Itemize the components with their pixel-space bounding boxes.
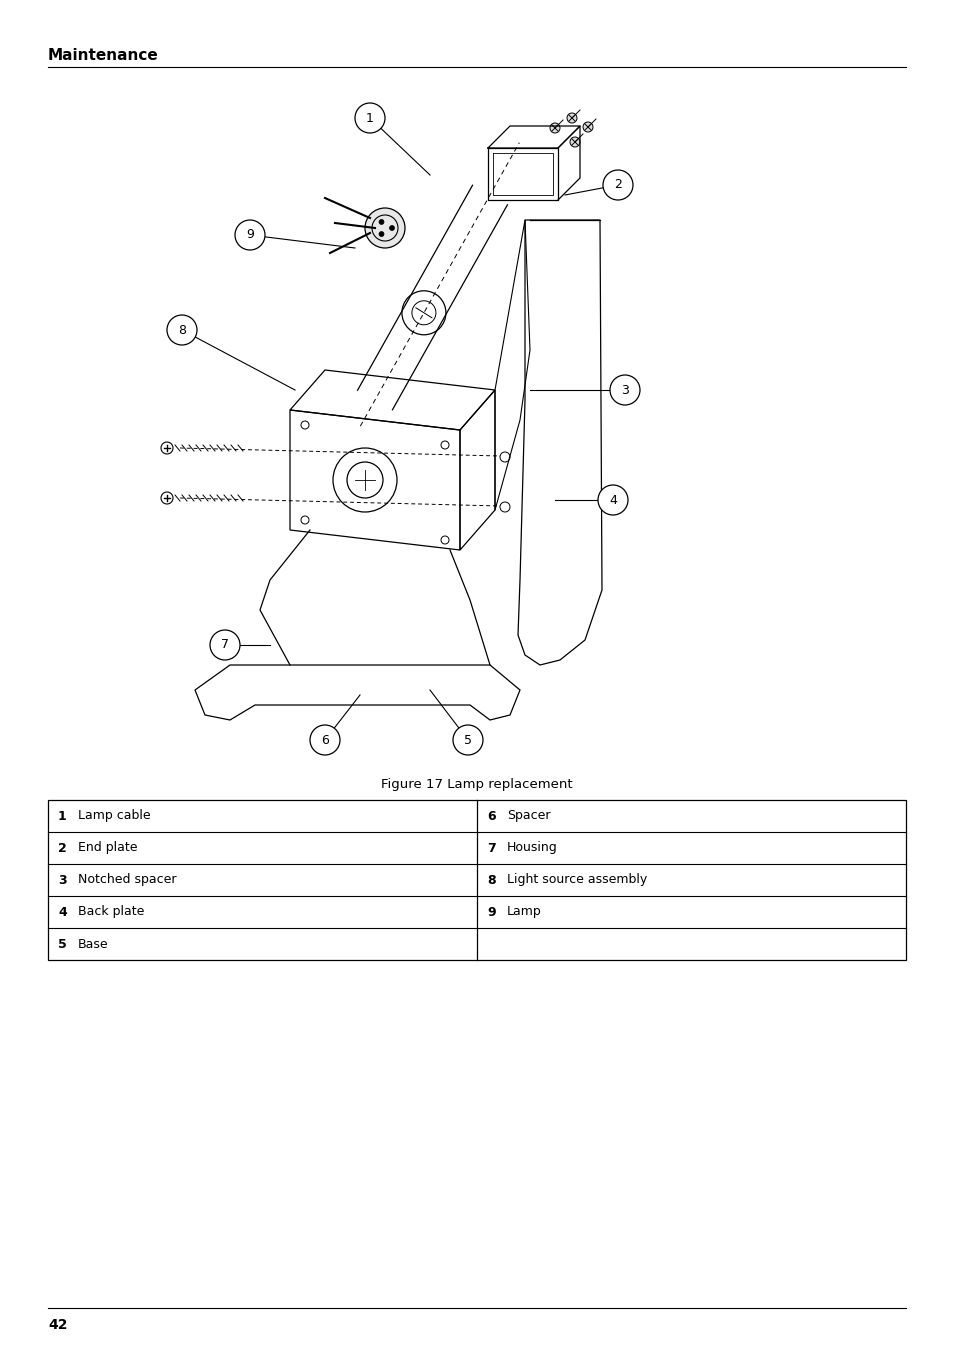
Circle shape xyxy=(210,630,240,660)
Text: 3: 3 xyxy=(620,383,628,397)
Circle shape xyxy=(566,113,577,123)
Circle shape xyxy=(582,122,593,132)
Text: Light source assembly: Light source assembly xyxy=(506,873,646,887)
Text: Spacer: Spacer xyxy=(506,810,550,822)
Text: Back plate: Back plate xyxy=(78,906,144,918)
Text: Lamp: Lamp xyxy=(506,906,541,918)
Text: Notched spacer: Notched spacer xyxy=(78,873,176,887)
Circle shape xyxy=(598,485,627,514)
Text: 1: 1 xyxy=(58,810,67,822)
Text: 7: 7 xyxy=(221,639,229,652)
Circle shape xyxy=(167,315,196,346)
Text: 2: 2 xyxy=(58,841,67,855)
Text: 2: 2 xyxy=(614,178,621,192)
Text: 3: 3 xyxy=(58,873,67,887)
Circle shape xyxy=(569,136,579,147)
Text: 1: 1 xyxy=(366,112,374,124)
Text: 8: 8 xyxy=(486,873,496,887)
Circle shape xyxy=(365,208,405,248)
Text: 8: 8 xyxy=(178,324,186,336)
Circle shape xyxy=(378,220,384,224)
Text: 7: 7 xyxy=(486,841,496,855)
Circle shape xyxy=(161,441,172,454)
Text: End plate: End plate xyxy=(78,841,137,855)
Circle shape xyxy=(550,123,559,134)
Text: 6: 6 xyxy=(486,810,496,822)
Circle shape xyxy=(453,725,482,755)
Text: 9: 9 xyxy=(246,228,253,242)
Circle shape xyxy=(161,491,172,504)
Text: Maintenance: Maintenance xyxy=(48,47,158,62)
Text: Housing: Housing xyxy=(506,841,558,855)
Circle shape xyxy=(609,375,639,405)
Text: 5: 5 xyxy=(463,733,472,747)
Text: 4: 4 xyxy=(58,906,67,918)
Circle shape xyxy=(378,232,384,236)
Text: 9: 9 xyxy=(486,906,496,918)
Circle shape xyxy=(602,170,633,200)
Text: Base: Base xyxy=(78,937,109,950)
Circle shape xyxy=(355,103,385,134)
Text: 4: 4 xyxy=(608,494,617,506)
Circle shape xyxy=(234,220,265,250)
Text: 42: 42 xyxy=(48,1318,68,1332)
Text: 5: 5 xyxy=(58,937,67,950)
Text: Figure 17 Lamp replacement: Figure 17 Lamp replacement xyxy=(381,778,572,791)
Circle shape xyxy=(310,725,339,755)
Circle shape xyxy=(389,225,395,231)
Bar xyxy=(48,801,905,960)
Text: 6: 6 xyxy=(321,733,329,747)
Text: Lamp cable: Lamp cable xyxy=(78,810,151,822)
